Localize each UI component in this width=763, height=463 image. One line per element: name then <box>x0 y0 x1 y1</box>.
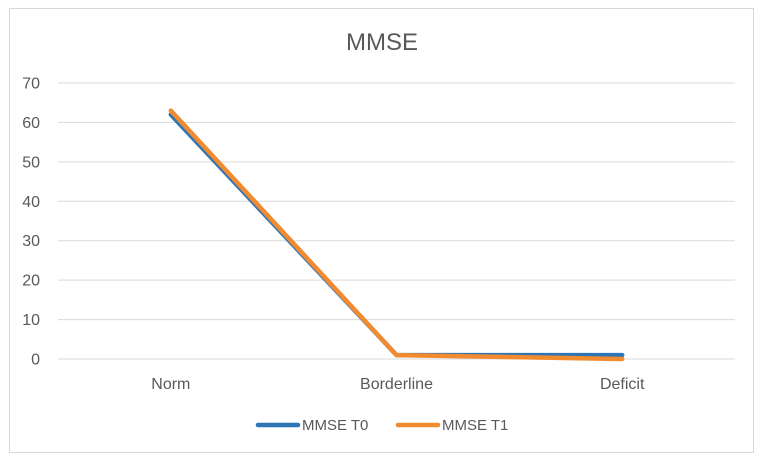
series-lines <box>168 108 625 362</box>
y-tick-label: 30 <box>22 233 40 250</box>
x-tick-label: Norm <box>151 376 190 393</box>
legend-label: MMSE T0 <box>302 417 368 434</box>
y-tick-label: 20 <box>22 273 40 290</box>
x-axis-ticks: Norm Borderline Deficit <box>151 376 645 393</box>
legend-label: MMSE T1 <box>442 417 508 434</box>
y-tick-label: 60 <box>22 115 40 132</box>
y-tick-label: 10 <box>22 312 40 329</box>
y-tick-label: 40 <box>22 194 40 211</box>
y-tick-label: 50 <box>22 154 40 171</box>
y-axis-ticks: 0 10 20 30 40 50 60 70 <box>22 76 40 369</box>
chart-title: MMSE <box>346 29 418 56</box>
x-tick-label: Borderline <box>360 376 433 393</box>
series-line-mmse-t0 <box>168 112 625 358</box>
y-tick-label: 0 <box>31 352 40 369</box>
x-tick-label: Deficit <box>600 376 645 393</box>
gridlines <box>58 82 735 360</box>
chart-frame <box>9 8 754 453</box>
series-line-mmse-t1 <box>168 108 625 362</box>
legend: MMSE T0 MMSE T1 <box>255 417 508 434</box>
y-tick-label: 70 <box>22 76 40 93</box>
